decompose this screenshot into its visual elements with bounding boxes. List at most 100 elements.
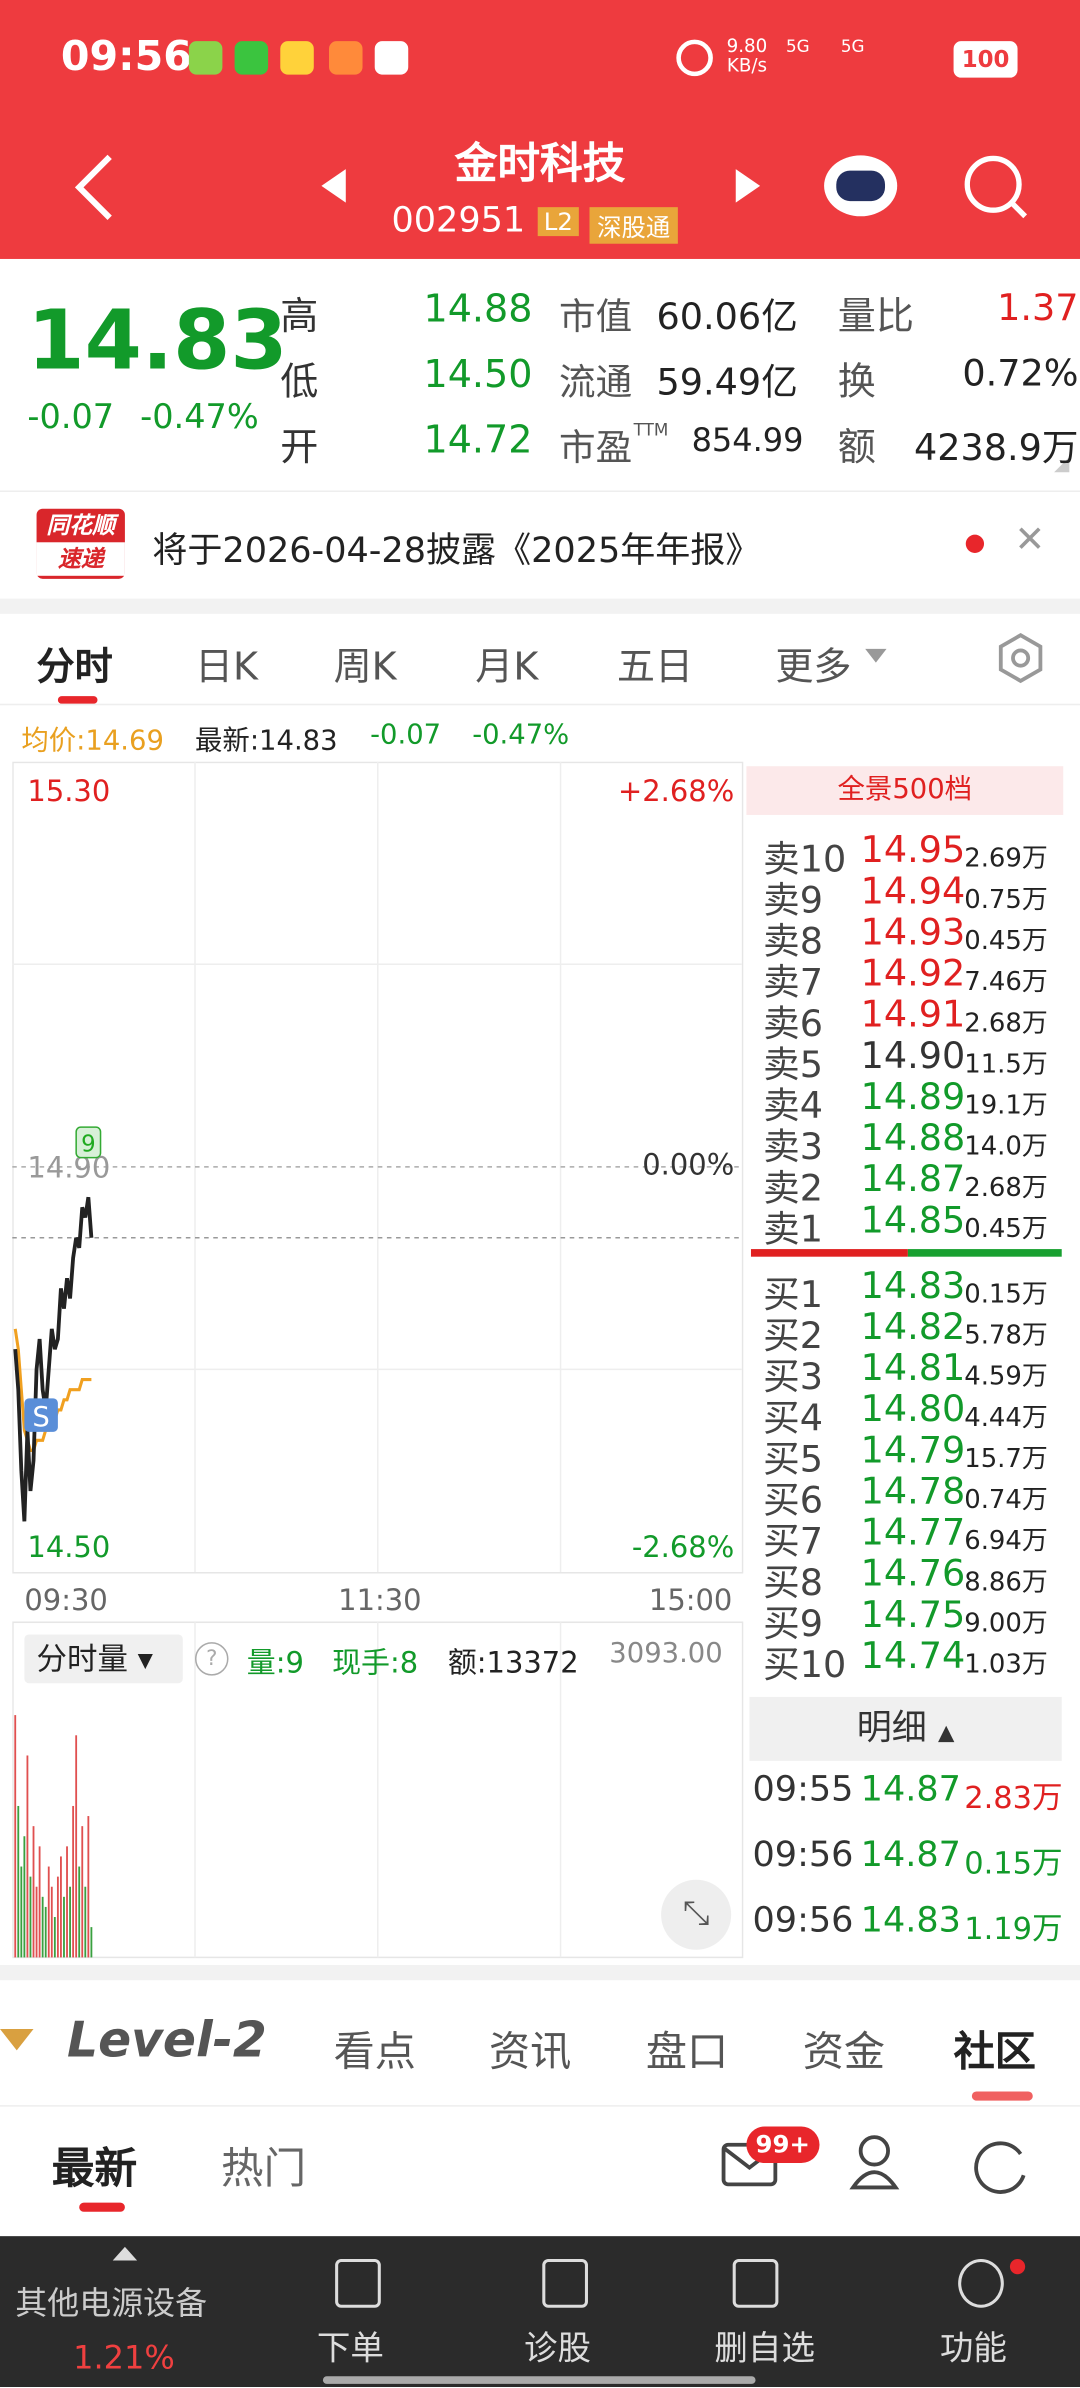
chart-tab[interactable]: 五日 [616, 644, 694, 689]
book-label: 卖10 [763, 837, 847, 881]
section-tab[interactable]: 资金 [802, 2028, 886, 2077]
section-tab[interactable]: 看点 [333, 2028, 416, 2077]
volume-bar [66, 1846, 68, 1958]
chart-tab[interactable]: 日K [194, 644, 259, 689]
quote-sup: TTM [633, 420, 669, 441]
book-volume: 0.74万 [964, 1485, 1048, 1516]
volume-stat: 现手:8 [332, 1646, 419, 1681]
nav-dot [1009, 2259, 1026, 2275]
quote-value: 854.99 [691, 421, 804, 459]
book-price: 14.82 [860, 1305, 966, 1349]
divider [0, 2105, 1080, 2107]
volume-selector[interactable]: 分时量 ▾ [24, 1634, 183, 1684]
refresh-button[interactable] [974, 2141, 1026, 2194]
mail-badge: 99+ [746, 2126, 820, 2164]
book-volume: 2.68万 [964, 1008, 1048, 1039]
gap [0, 598, 1080, 614]
nav-icon[interactable] [542, 2259, 588, 2308]
book-label: 卖4 [763, 1084, 823, 1128]
help-icon[interactable]: ? [194, 1642, 229, 1676]
sub-tab[interactable]: 热门 [220, 2143, 307, 2194]
book-volume: 0.75万 [964, 885, 1048, 916]
book-price: 14.88 [860, 1116, 966, 1160]
section-tab[interactable]: 社区 [953, 2028, 1036, 2077]
profile-button[interactable] [858, 2135, 890, 2167]
badge: 深股通 [589, 207, 678, 244]
book-price: 14.77 [860, 1511, 966, 1554]
battery: 100 [953, 41, 1018, 78]
book-price: 14.74 [860, 1634, 966, 1678]
chart-tab[interactable]: 更多 [775, 644, 852, 689]
net-speed: 9.80 KB/s [726, 36, 768, 77]
tick-price: 14.87 [860, 1770, 961, 1810]
sub-tab[interactable]: 最新 [51, 2143, 138, 2194]
book-label: 买6 [763, 1479, 823, 1522]
book-price: 14.75 [860, 1593, 966, 1636]
community-icons [721, 2135, 1026, 2194]
order-book-title[interactable]: 全景500档 [746, 766, 1064, 815]
badge-bg [75, 1126, 102, 1159]
nav-label[interactable]: 诊股 [524, 2330, 592, 2369]
nav-label[interactable]: 功能 [939, 2330, 1007, 2369]
book-label: 卖8 [763, 920, 823, 963]
tick-price: 14.87 [860, 1835, 961, 1876]
nav-icon[interactable] [732, 2259, 779, 2308]
close-button[interactable]: ✕ [1014, 517, 1046, 561]
chart-tab[interactable]: 周K [333, 644, 397, 689]
volume-bar [14, 1715, 17, 1958]
book-price: 14.93 [860, 910, 966, 954]
book-label: 买9 [763, 1602, 823, 1646]
book-price: 14.76 [860, 1552, 966, 1595]
section-tab[interactable]: 盘口 [645, 2028, 729, 2077]
book-price: 14.81 [860, 1346, 966, 1390]
app-icons [188, 41, 410, 78]
chart-tab[interactable]: 分时 [36, 644, 113, 689]
book-label: 卖2 [763, 1166, 823, 1210]
book-label: 买5 [763, 1437, 823, 1481]
stock-code: 002951 [391, 201, 526, 241]
quote-value: 4238.9万 [913, 426, 1079, 470]
volume-bar [29, 1876, 32, 1958]
book-price: 14.87 [860, 1157, 966, 1201]
quote-label: 市盈 [559, 426, 633, 470]
y-label: 15.30 [27, 774, 110, 808]
expand-arrow[interactable] [112, 2246, 138, 2261]
nav-label[interactable]: 下单 [316, 2330, 384, 2369]
book-volume: 2.69万 [964, 843, 1048, 875]
sector-name[interactable]: 其他电源设备 [15, 2284, 208, 2322]
book-price: 14.78 [860, 1469, 966, 1513]
quote-label: 换 [837, 359, 876, 404]
section-tab[interactable]: Level-2 [67, 2010, 267, 2069]
net-speed-unit: KB/s [726, 54, 768, 77]
settings-button[interactable] [993, 631, 1048, 686]
latest-price: 最新:14.83 [194, 725, 338, 758]
ticks-header[interactable]: 明细 ▲ [749, 1696, 1062, 1761]
chart-tab[interactable]: 月K [475, 644, 539, 689]
pct-label: +2.68% [618, 774, 734, 808]
volume-bar [26, 1755, 29, 1958]
volume-bar [38, 1846, 41, 1958]
news-text[interactable]: 将于2026-04-28披露《2025年年报》 [152, 531, 761, 572]
volume-bar [75, 1735, 78, 1958]
back-button[interactable] [74, 154, 112, 220]
search-button[interactable] [964, 155, 1022, 213]
volume-bar [17, 1805, 20, 1958]
quote-value: 60.06亿 [656, 295, 798, 339]
book-label: 买1 [763, 1273, 823, 1317]
tick-time: 09:55 [752, 1770, 854, 1810]
nav-icon[interactable] [958, 2259, 1004, 2308]
prev-stock[interactable] [321, 169, 346, 203]
x-label: 15:00 [648, 1584, 733, 1618]
alarm-icon [676, 39, 713, 77]
book-volume: 11.5万 [964, 1049, 1048, 1080]
section-tab[interactable]: 资讯 [488, 2028, 572, 2077]
fullscreen-button[interactable]: ⤡ [661, 1879, 732, 1950]
book-price: 14.89 [860, 1075, 966, 1119]
book-volume: 8.86万 [964, 1567, 1048, 1598]
book-price: 14.95 [860, 828, 966, 872]
nav-label[interactable]: 删自选 [714, 2330, 815, 2369]
next-stock[interactable] [735, 169, 761, 203]
nav-icon[interactable] [335, 2259, 381, 2308]
corner [1054, 456, 1070, 473]
